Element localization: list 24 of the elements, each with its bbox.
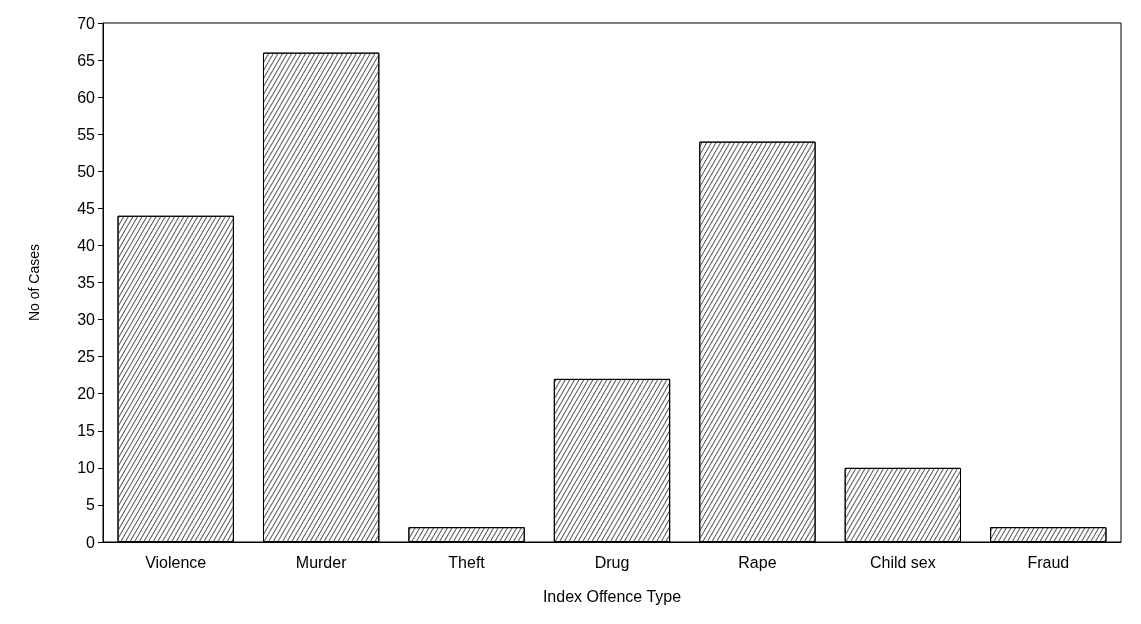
y-tick-label: 55 (77, 125, 96, 143)
y-tick-label: 25 (77, 348, 96, 366)
y-tick-label: 10 (77, 459, 96, 477)
y-tick-label: 50 (77, 162, 96, 180)
y-tick-label: 45 (77, 199, 96, 217)
y-tick-label: 5 (86, 496, 96, 514)
y-axis-title: No of Cases (26, 243, 42, 322)
y-tick-label: 0 (86, 533, 96, 551)
y-tick-label: 40 (77, 236, 96, 254)
y-tick-label: 65 (77, 51, 96, 69)
y-tick-label: 30 (77, 311, 96, 329)
x-tick-label: Child sex (869, 553, 936, 571)
y-tick-label: 60 (77, 88, 96, 106)
x-tick-label: Fraud (1027, 553, 1070, 571)
x-tick-label: Drug (594, 553, 630, 571)
y-tick-label: 15 (77, 422, 96, 440)
x-tick-label: Violence (145, 553, 207, 571)
x-tick-label: Murder (295, 553, 348, 571)
x-tick-label: Theft (448, 553, 486, 571)
x-tick-label: Rape (738, 553, 777, 571)
y-tick-label: 20 (77, 385, 96, 403)
y-tick-label: 70 (77, 14, 96, 32)
x-axis-title: Index Offence Type (542, 587, 682, 605)
y-tick-label: 35 (77, 274, 96, 291)
